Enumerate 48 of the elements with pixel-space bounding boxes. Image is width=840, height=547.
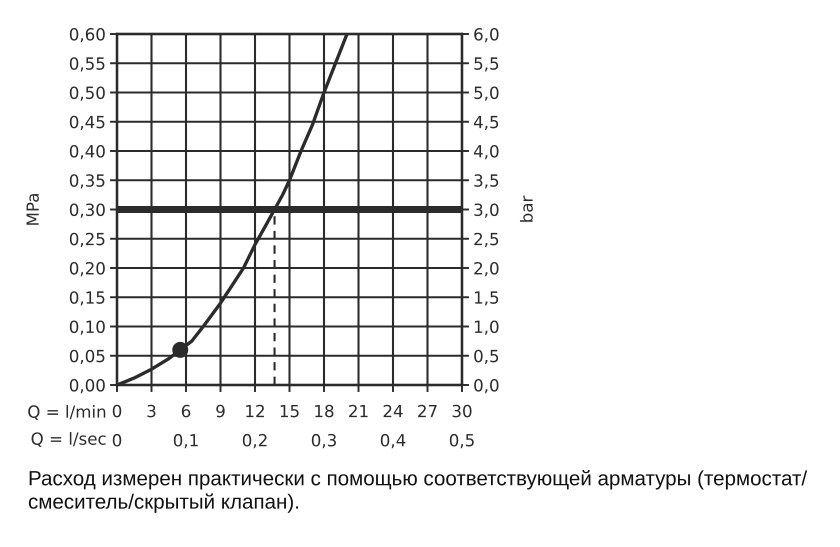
- y-tick-label: 0,00: [70, 378, 105, 394]
- x2-tick-label: 0,2: [242, 434, 267, 448]
- x2-tick-label: 0,1: [174, 434, 198, 448]
- x2-tick-label: 0,3: [312, 434, 336, 448]
- x2-tick-label: 0: [112, 434, 122, 447]
- x-tick-label: 30: [452, 404, 472, 418]
- y-tick-label: 0,20: [70, 262, 105, 276]
- y2-tick-label: 4,5: [474, 116, 498, 130]
- y-tick-label: 0,25: [70, 232, 104, 248]
- x2-tick-label: 0,4: [380, 434, 406, 448]
- y2-axis-title: bar: [520, 196, 533, 222]
- x-tick-label: 15: [280, 404, 299, 418]
- y2-tick-label: 1,0: [474, 320, 499, 335]
- x-axis-title: Q = l/min: [28, 405, 106, 420]
- y-tick-label: 0,50: [70, 86, 105, 101]
- y2-tick-label: 3,5: [474, 174, 498, 189]
- y2-tick-label: 5,0: [474, 86, 499, 101]
- y2-tick-label: 2,5: [474, 232, 498, 248]
- y2-tick-label: 3,0: [474, 203, 499, 218]
- y-tick-label: 0,55: [70, 57, 104, 72]
- y-tick-label: 0,30: [70, 203, 105, 218]
- y-tick-label: 0,60: [70, 28, 105, 42]
- y-tick-label: 0,40: [70, 144, 105, 160]
- x-tick-label: 9: [216, 404, 225, 418]
- x-tick-label: 3: [147, 404, 156, 418]
- text: Расход измерен практически с помощью соответствующей арматуры (термостат/ смеситель/скрытый клапан).: [28, 470, 808, 513]
- y2-tick-label: 5,5: [474, 57, 498, 72]
- y2-tick-label: 2,0: [474, 262, 499, 276]
- y-tick-label: 0,10: [70, 320, 105, 335]
- x-tick-label: 0: [112, 404, 122, 418]
- y-tick-label: 0,35: [70, 174, 104, 189]
- y2-tick-label: 4,0: [474, 144, 499, 160]
- y-tick-label: 0,45: [70, 116, 104, 130]
- x2-tick-label: 0,5: [450, 434, 474, 448]
- y2-tick-label: 1,5: [474, 291, 498, 306]
- x-tick-label: 18: [315, 404, 334, 418]
- y-axis-title: MPa: [26, 194, 39, 225]
- y-tick-label: 0,15: [70, 291, 104, 306]
- x-tick-label: 27: [418, 404, 437, 418]
- y2-tick-label: 0,5: [474, 350, 498, 364]
- y-tick-label: 0,05: [70, 350, 104, 364]
- x-tick-label: 12: [246, 404, 264, 418]
- x-tick-label: 21: [349, 404, 368, 418]
- y2-tick-label: 6,0: [474, 28, 499, 42]
- x-tick-label: 24: [384, 404, 403, 418]
- y2-tick-label: 0,0: [474, 378, 499, 394]
- x2-axis-title: Q = l/sec: [32, 432, 106, 447]
- x-tick-label: 6: [182, 404, 190, 418]
